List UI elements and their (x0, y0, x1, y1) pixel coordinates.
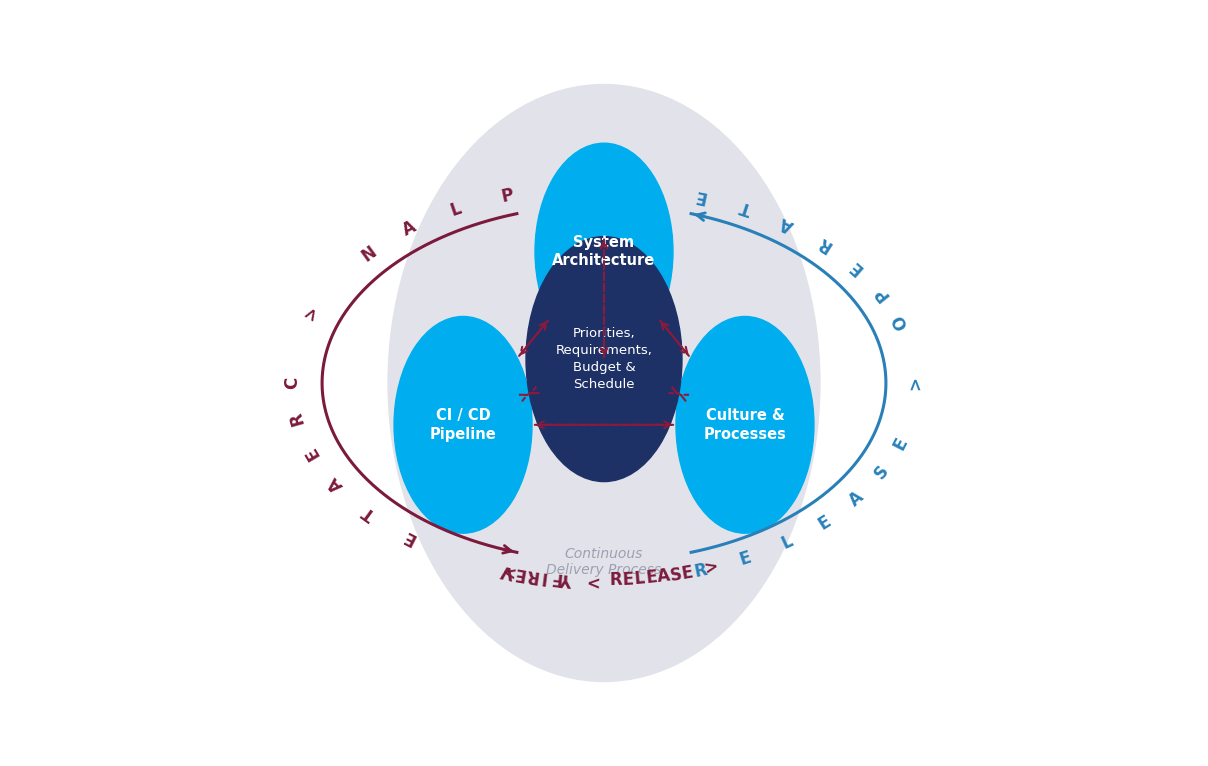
Text: T: T (737, 197, 754, 218)
Text: E: E (737, 548, 754, 569)
Text: >: > (702, 558, 720, 578)
Text: R: R (609, 571, 622, 589)
Text: >: > (907, 376, 925, 390)
Text: E: E (693, 185, 708, 205)
Text: >: > (301, 303, 324, 324)
Text: A: A (778, 213, 797, 234)
Text: A: A (656, 567, 672, 586)
Text: I: I (539, 567, 547, 585)
Text: A: A (400, 218, 419, 240)
Text: A: A (846, 488, 867, 510)
Text: O: O (889, 312, 912, 332)
Text: L: L (779, 532, 796, 553)
Text: L: L (634, 569, 646, 588)
Text: Priorities,
Requirements,
Budget &
Schedule: Priorities, Requirements, Budget & Sched… (556, 327, 652, 391)
Text: R: R (692, 560, 708, 581)
Text: R: R (523, 565, 539, 584)
Text: C: C (283, 377, 301, 389)
Text: >: > (499, 560, 516, 581)
Text: N: N (359, 242, 381, 265)
Ellipse shape (388, 84, 820, 682)
Text: R: R (286, 410, 308, 427)
Text: E: E (890, 435, 911, 453)
Text: E: E (846, 257, 866, 278)
Text: E: E (645, 568, 658, 588)
Text: E: E (622, 570, 634, 589)
Ellipse shape (676, 316, 814, 533)
Text: System
Architecture: System Architecture (552, 234, 656, 268)
Text: R: R (814, 233, 835, 255)
Ellipse shape (394, 316, 532, 533)
Text: Continuous
Delivery Process: Continuous Delivery Process (546, 547, 662, 578)
Text: P: P (500, 185, 516, 206)
Text: S: S (668, 565, 683, 584)
Text: CI / CD
Pipeline: CI / CD Pipeline (430, 408, 496, 442)
Text: E: E (512, 563, 527, 582)
Text: E: E (680, 563, 695, 583)
Text: E: E (301, 443, 323, 462)
Text: F: F (548, 568, 562, 587)
Text: E: E (400, 526, 419, 548)
Text: V: V (499, 560, 516, 581)
Ellipse shape (525, 237, 683, 482)
Text: T: T (359, 502, 379, 523)
Text: >: > (583, 571, 598, 589)
Text: P: P (871, 283, 893, 304)
Text: E: E (815, 512, 835, 533)
Text: A: A (325, 473, 347, 495)
Text: L: L (448, 199, 464, 220)
Ellipse shape (535, 143, 673, 360)
Text: Culture &
Processes: Culture & Processes (703, 408, 786, 442)
Text: S: S (871, 462, 893, 483)
Text: Y: Y (561, 569, 574, 588)
